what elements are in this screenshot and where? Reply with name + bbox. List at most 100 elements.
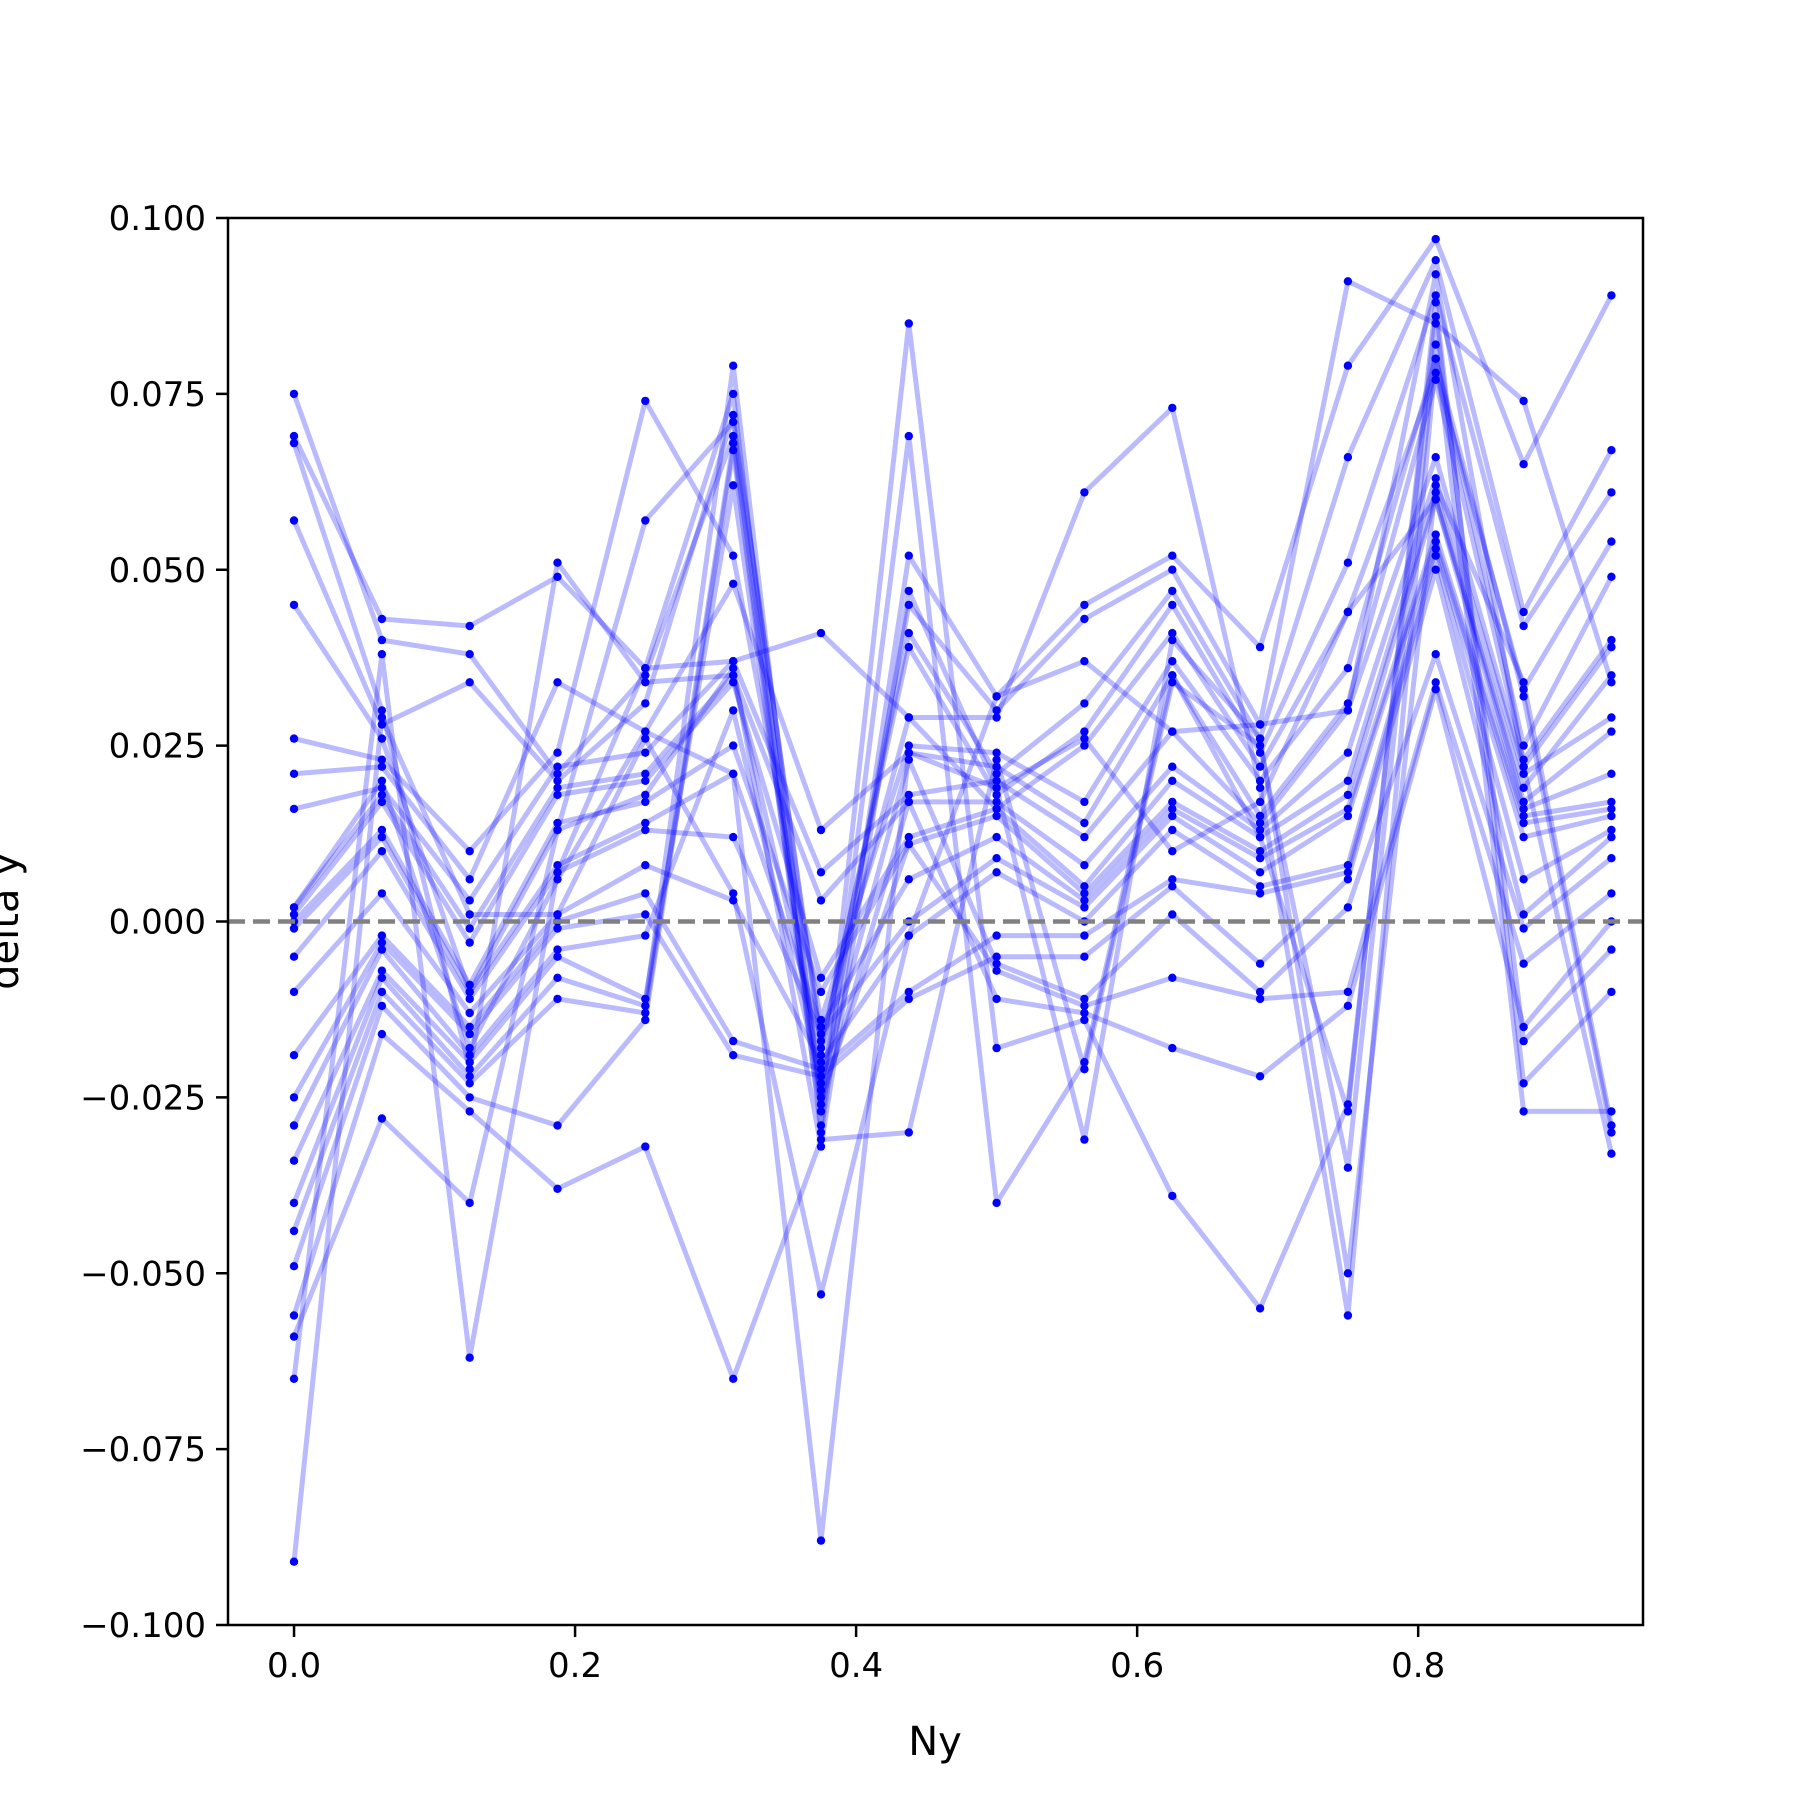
data-point	[1519, 762, 1528, 771]
data-point	[729, 1374, 738, 1384]
data-point	[553, 1121, 562, 1130]
data-point	[729, 896, 738, 905]
data-point	[1519, 832, 1528, 842]
data-point	[1080, 832, 1089, 842]
data-point	[816, 1079, 826, 1088]
data-point	[992, 748, 1001, 757]
series-line-25	[291, 271, 1614, 1562]
data-point	[1080, 741, 1089, 750]
data-point	[1168, 776, 1177, 785]
data-point	[729, 678, 738, 687]
data-point	[377, 635, 387, 645]
data-point	[1607, 811, 1616, 821]
data-point	[1431, 495, 1440, 504]
data-point	[553, 572, 562, 581]
data-point	[729, 671, 738, 680]
data-point	[289, 1332, 299, 1341]
data-point	[1343, 453, 1353, 462]
points-layer	[289, 234, 1616, 1566]
data-point	[1431, 537, 1440, 546]
data-point	[1255, 987, 1265, 997]
data-point	[465, 910, 474, 919]
x-axis: 0.0 0.2 0.4 0.6 0.8	[267, 1625, 1445, 1686]
data-point	[1080, 727, 1089, 736]
data-point	[729, 769, 738, 778]
data-point	[289, 734, 299, 743]
data-point	[641, 516, 650, 525]
data-point	[1168, 628, 1177, 638]
data-point	[1607, 945, 1616, 954]
data-point	[377, 987, 387, 997]
data-point	[1080, 488, 1089, 497]
data-point	[289, 910, 299, 919]
data-point	[1255, 832, 1265, 842]
data-point	[992, 755, 1001, 764]
data-point	[1168, 565, 1177, 574]
data-point	[1519, 621, 1528, 631]
data-point	[1255, 720, 1265, 729]
data-point	[992, 797, 1001, 807]
data-point	[1519, 811, 1528, 821]
data-point	[816, 1100, 826, 1109]
data-point	[992, 832, 1001, 842]
data-point	[641, 790, 650, 800]
data-point	[289, 1093, 299, 1102]
data-point	[1607, 769, 1616, 778]
y-tick-label: 0.100	[109, 199, 206, 239]
data-point	[904, 628, 913, 638]
data-point	[553, 868, 562, 877]
data-point	[465, 938, 474, 947]
data-point	[1519, 769, 1528, 778]
data-point	[1080, 1001, 1089, 1011]
data-point	[904, 642, 913, 652]
data-point	[641, 769, 650, 778]
x-tick-label: 0.8	[1391, 1646, 1445, 1686]
data-point	[992, 959, 1001, 968]
data-point	[641, 1142, 650, 1151]
data-point	[1080, 1058, 1089, 1067]
data-point	[992, 776, 1001, 785]
data-point	[553, 861, 562, 870]
data-point	[377, 938, 387, 947]
series-line-24	[291, 356, 1614, 1380]
data-point	[1168, 403, 1177, 413]
data-point	[465, 1051, 474, 1060]
data-point	[1519, 804, 1528, 814]
data-point	[816, 1135, 826, 1144]
data-point	[1255, 741, 1265, 750]
data-point	[904, 1128, 913, 1137]
data-point	[377, 1001, 387, 1011]
data-point	[289, 516, 299, 525]
data-point	[1343, 875, 1353, 884]
data-point	[553, 776, 562, 785]
data-point	[904, 931, 913, 940]
data-point	[377, 832, 387, 842]
data-point	[816, 1058, 826, 1067]
data-point	[729, 741, 738, 750]
data-point	[1519, 797, 1528, 807]
data-point	[1255, 825, 1265, 835]
data-point	[1519, 1022, 1528, 1032]
data-point	[289, 1121, 299, 1130]
data-point	[1607, 678, 1616, 687]
data-point	[729, 551, 738, 560]
series-line-5	[291, 370, 1614, 1044]
data-point	[1607, 537, 1616, 546]
data-point	[553, 875, 562, 884]
data-point	[289, 1311, 299, 1320]
data-point	[377, 797, 387, 807]
data-point	[377, 720, 387, 729]
data-point	[377, 973, 387, 982]
data-point	[289, 389, 299, 399]
data-point	[1343, 607, 1353, 617]
data-point	[1255, 797, 1265, 807]
data-point	[289, 1198, 299, 1208]
data-point	[553, 945, 562, 954]
data-point	[1343, 1163, 1353, 1172]
data-point	[729, 657, 738, 666]
data-point	[1168, 657, 1177, 666]
data-point	[1168, 586, 1177, 596]
data-point	[553, 973, 562, 982]
data-point	[1519, 755, 1528, 764]
data-point	[1519, 692, 1528, 701]
